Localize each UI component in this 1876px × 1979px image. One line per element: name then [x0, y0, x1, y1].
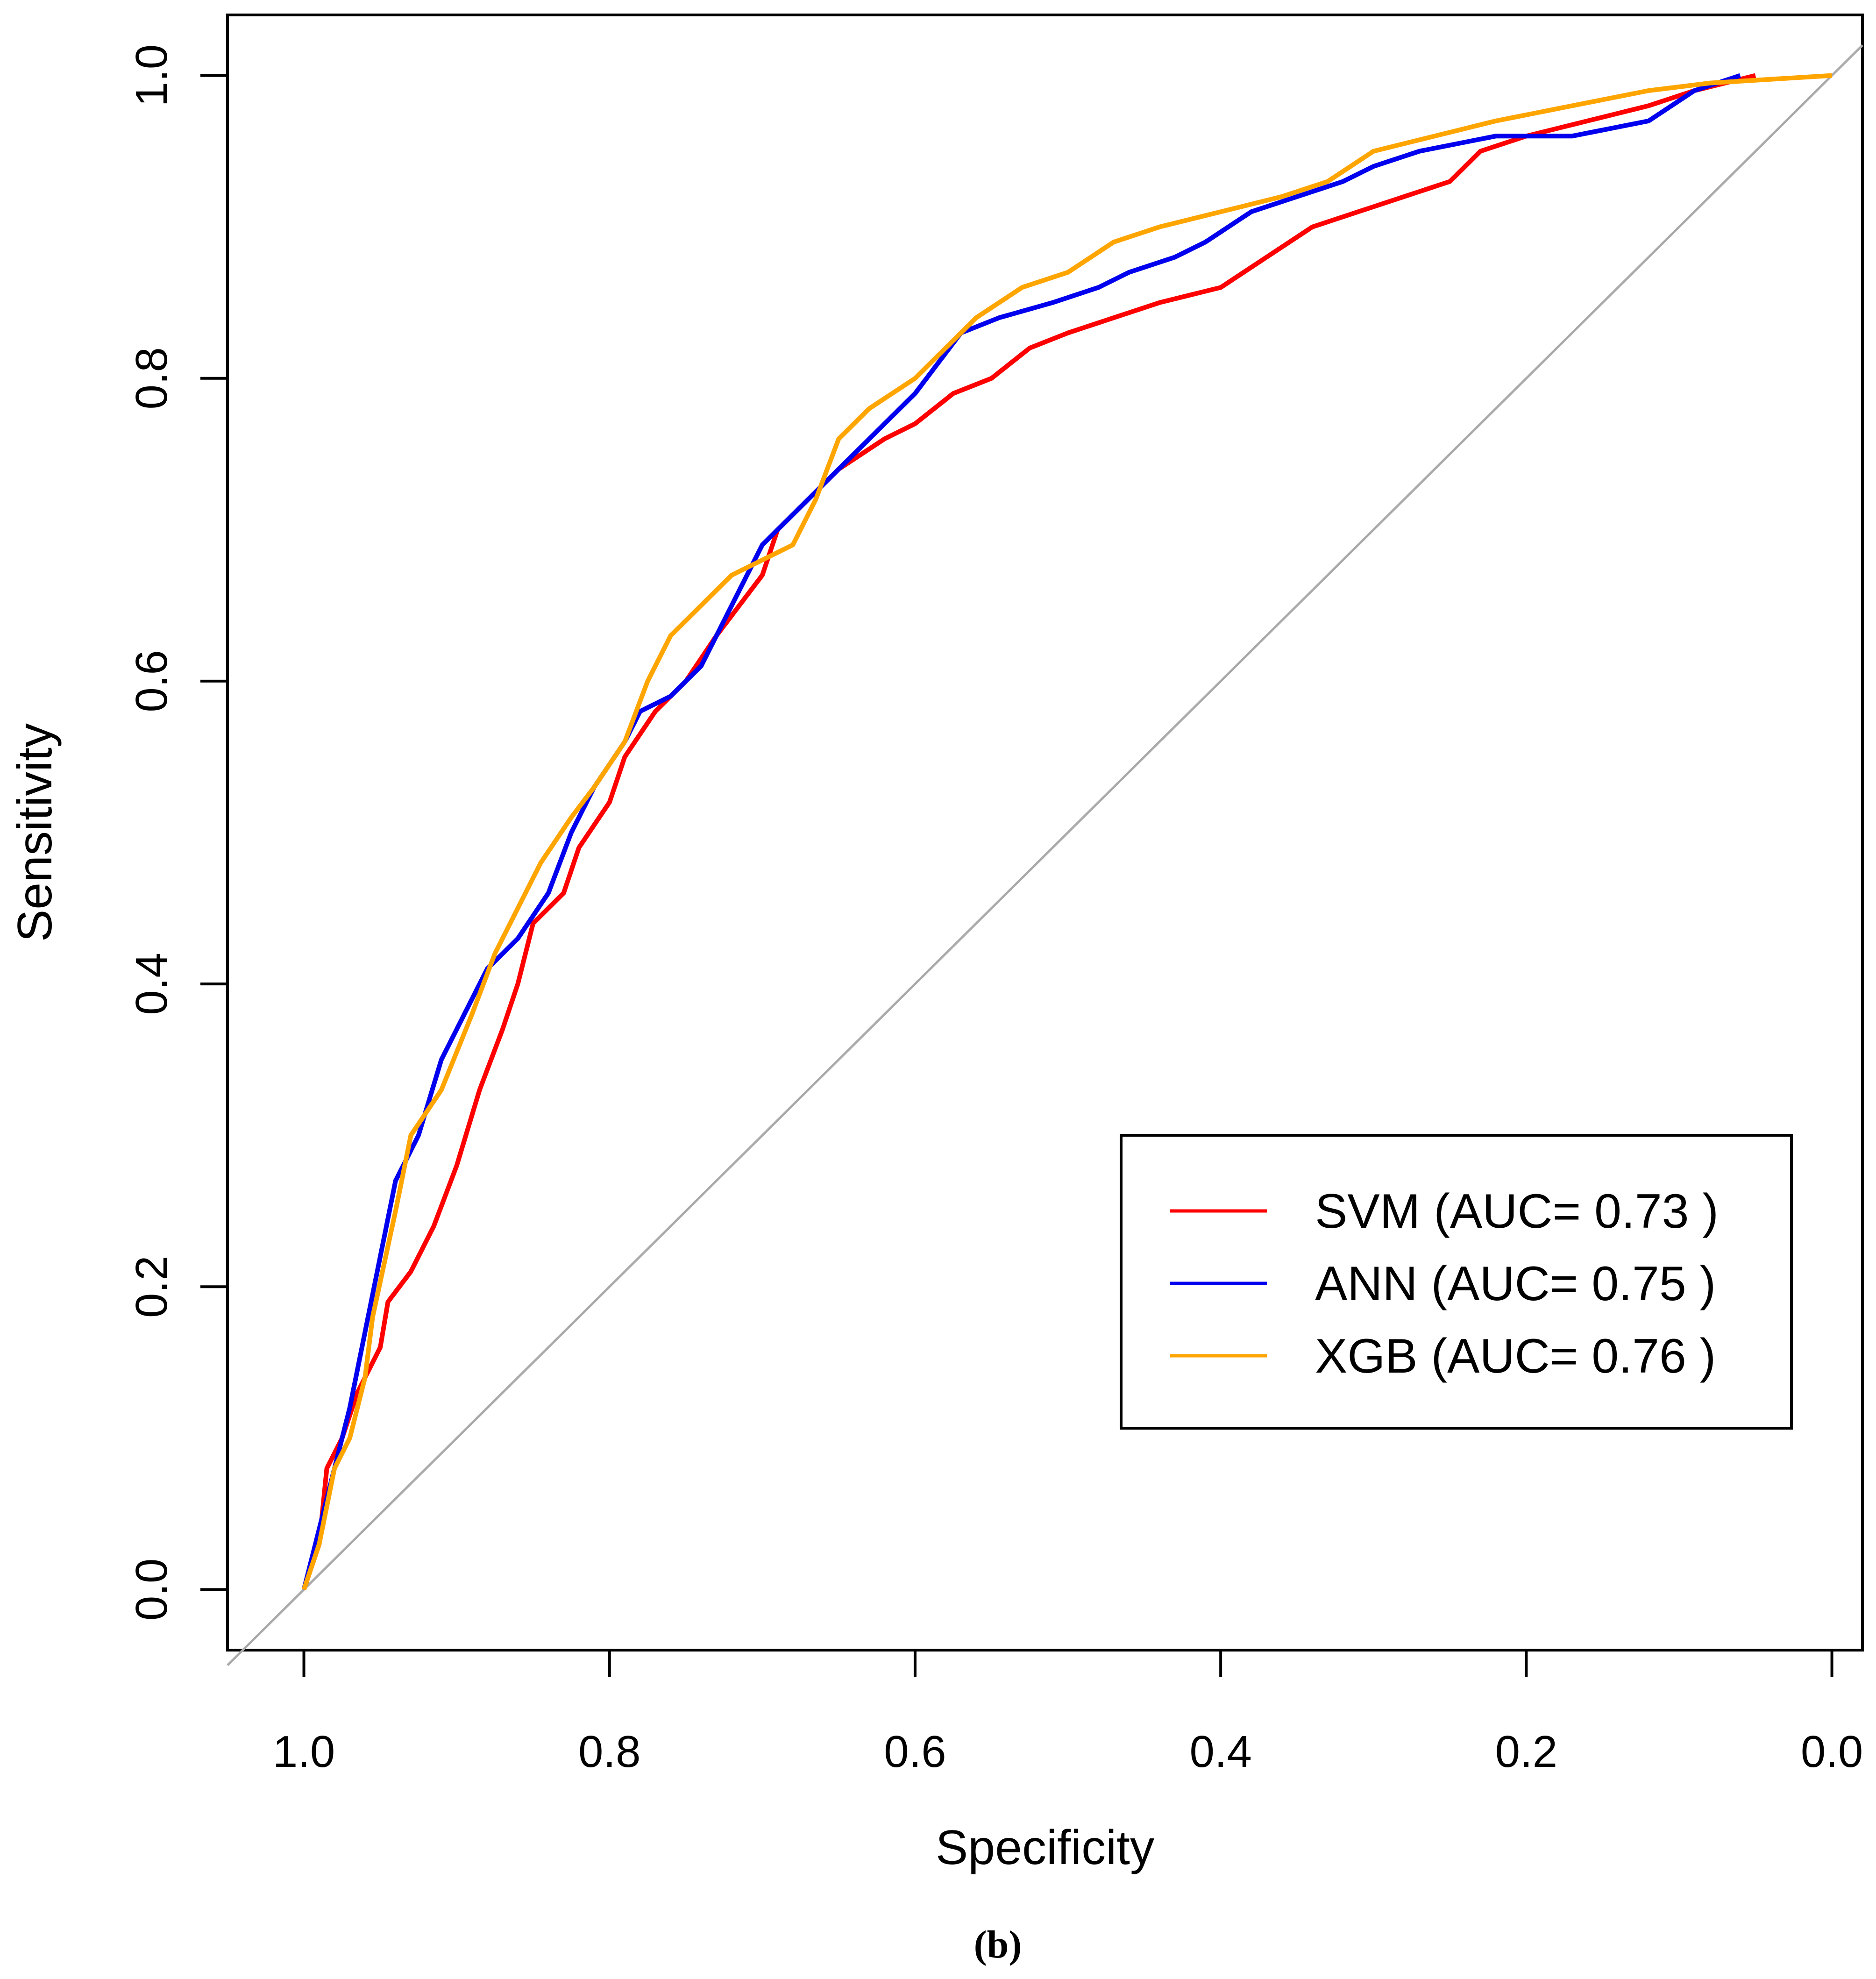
series-layer [301, 73, 1832, 1590]
y-tick-label: 0.4 [127, 953, 177, 1015]
legend-label-xgb: XGB (AUC= 0.76 ) [1315, 1329, 1716, 1383]
panel-label: (b) [974, 1923, 1022, 1966]
y-tick-label: 0.8 [127, 347, 177, 409]
x-tick-label: 0.0 [1801, 1727, 1863, 1777]
plot-frame [226, 14, 1864, 1652]
x-tick-label: 0.6 [884, 1727, 946, 1777]
x-tick-label: 0.2 [1495, 1727, 1557, 1777]
y-tick-label: 0.6 [127, 650, 177, 712]
y-tick-label: 1.0 [127, 44, 177, 107]
x-axis: 1.0 0.8 0.6 0.4 0.2 0.0 [273, 1650, 1863, 1777]
legend: SVM (AUC= 0.73 ) ANN (AUC= 0.75 ) XGB (A… [1120, 1134, 1793, 1430]
y-tick-label: 0.2 [127, 1255, 177, 1317]
x-tick-label: 0.8 [578, 1727, 640, 1777]
y-axis-title: Sensitivity [8, 723, 62, 942]
legend-label-svm: SVM (AUC= 0.73 ) [1315, 1184, 1719, 1239]
x-tick-label: 0.4 [1189, 1727, 1251, 1777]
reference-diagonal-layer [227, 44, 1863, 1666]
series-line-svm [301, 73, 1756, 1590]
y-tick-label: 0.0 [127, 1559, 177, 1621]
x-tick-label: 1.0 [273, 1727, 335, 1777]
x-axis-title: Specificity [936, 1821, 1154, 1875]
reference-diagonal [227, 44, 1863, 1666]
y-axis: 0.0 0.2 0.4 0.6 0.8 1.0 [127, 44, 227, 1621]
legend-label-ann: ANN (AUC= 0.75 ) [1315, 1257, 1716, 1311]
series-line-xgb [301, 73, 1832, 1590]
